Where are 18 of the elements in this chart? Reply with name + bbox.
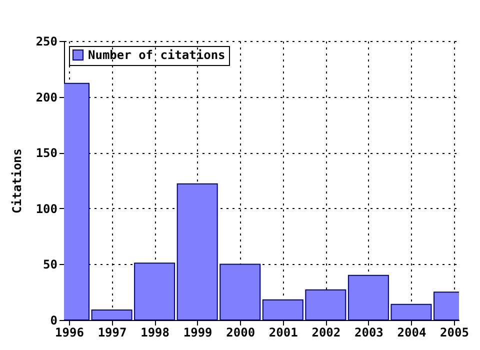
- x-tick-label: 1996: [55, 326, 84, 340]
- y-axis-title: Citations: [10, 148, 24, 214]
- x-tick-label: 2000: [226, 326, 256, 340]
- legend-label: Number of citations: [88, 48, 226, 62]
- x-tick-label: 2004: [397, 326, 426, 340]
- x-tick-label: 2002: [312, 326, 341, 340]
- y-tick-label: 50: [43, 258, 58, 272]
- x-tick-label: 2003: [354, 326, 384, 340]
- x-tick-label: 1997: [98, 326, 127, 340]
- x-tick-label: 1998: [140, 326, 170, 340]
- y-tick-label: 150: [36, 146, 58, 160]
- x-tick-label: 2005: [440, 326, 469, 340]
- y-tick-label: 200: [36, 90, 58, 104]
- y-tick-label: 250: [36, 34, 58, 48]
- y-tick-label: 100: [36, 202, 58, 216]
- x-tick-label: 2001: [268, 326, 298, 340]
- y-tick-label: 0: [50, 314, 58, 328]
- x-tick-label: 1999: [183, 326, 212, 340]
